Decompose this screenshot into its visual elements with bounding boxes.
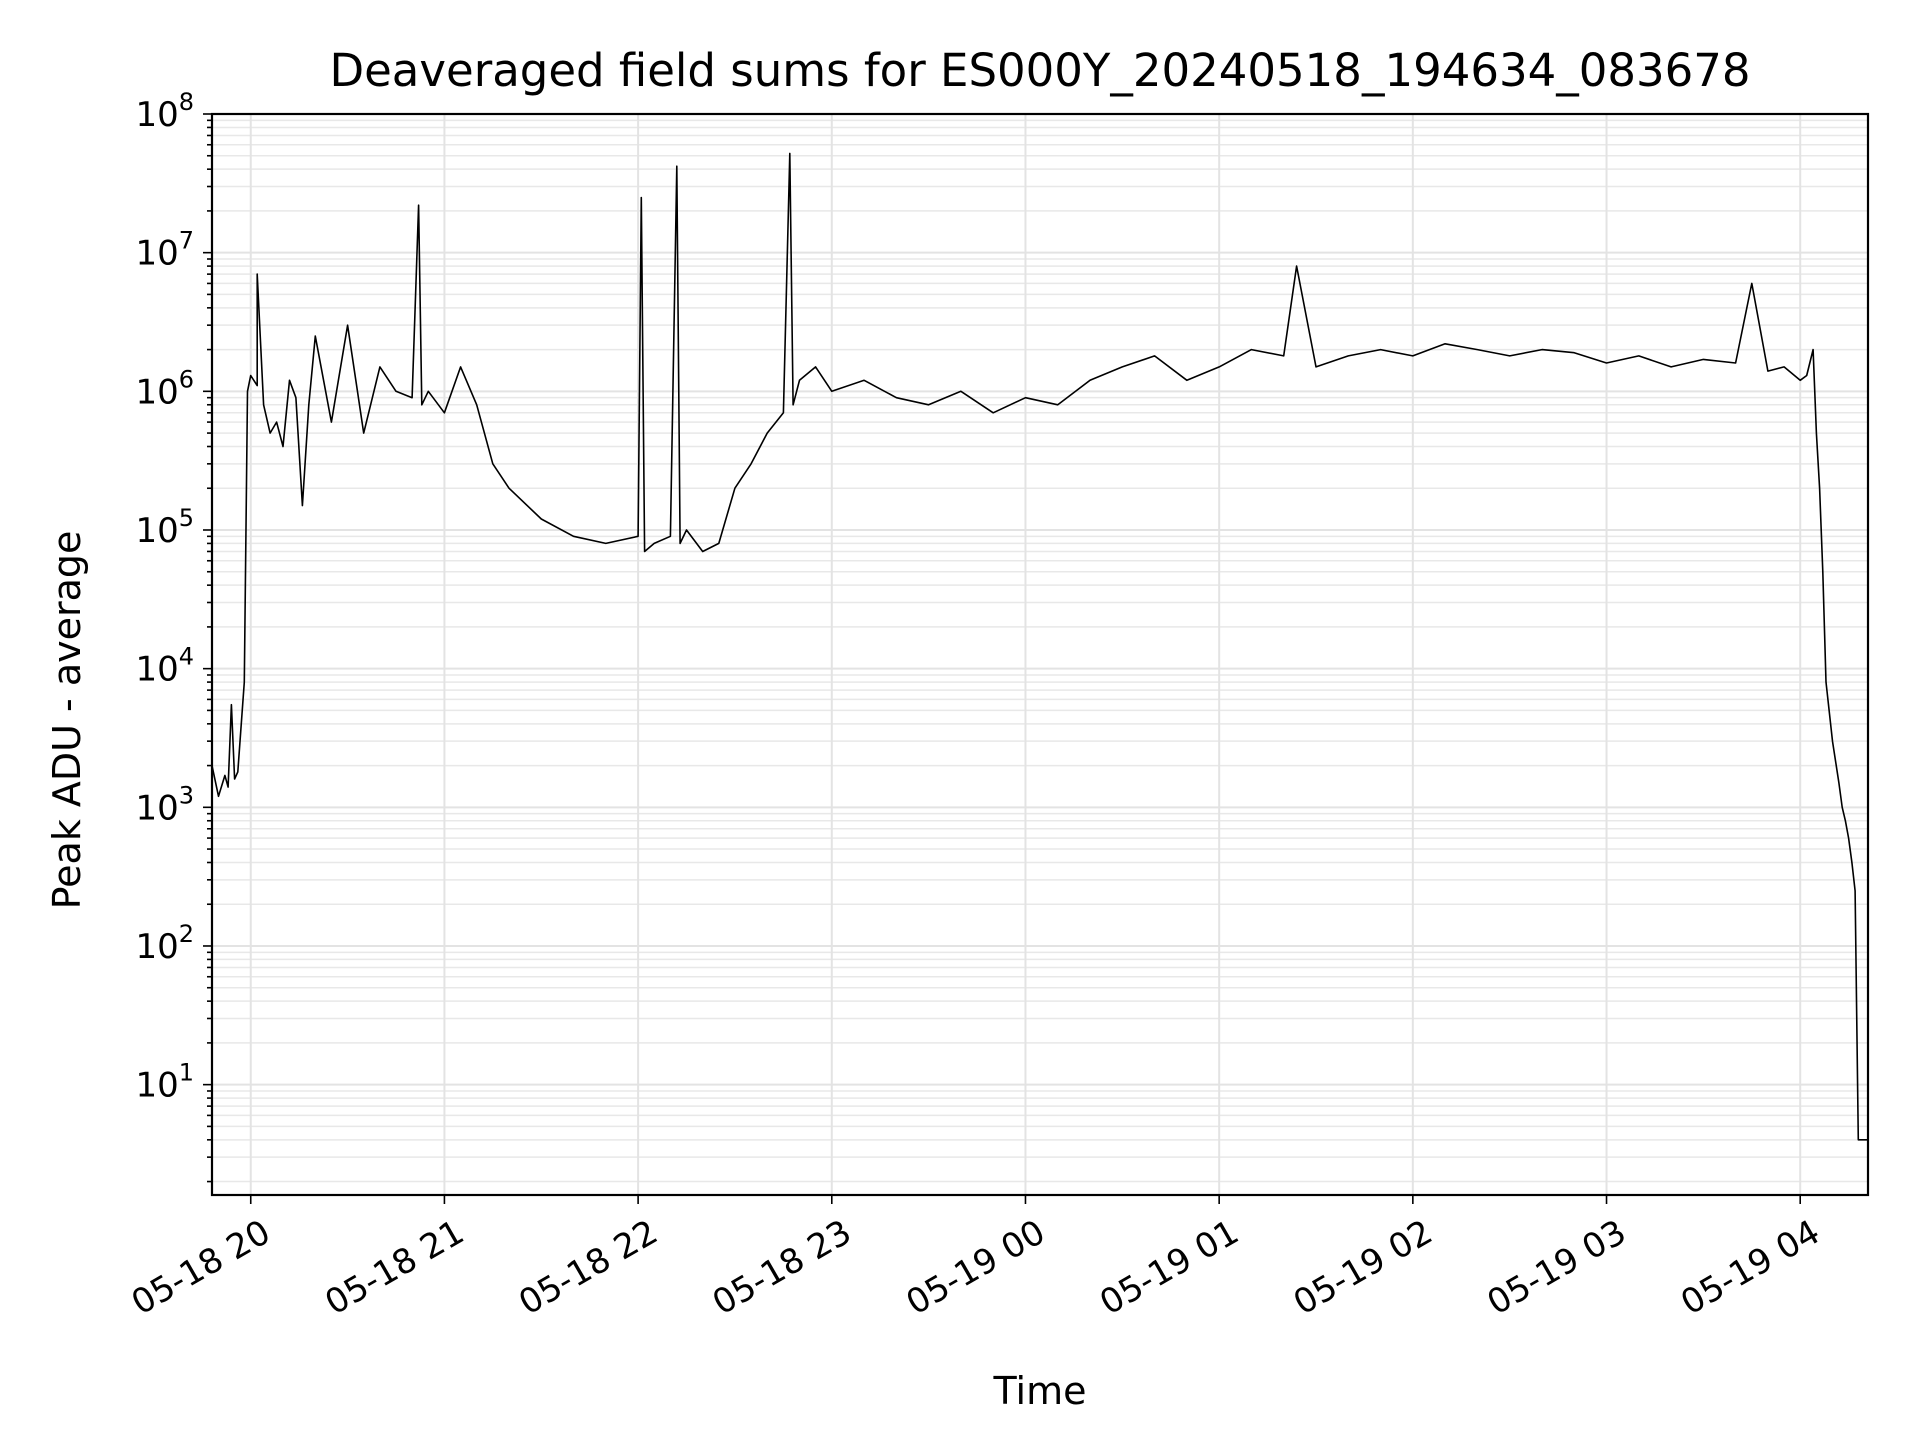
y-tick-label: 103 [135, 781, 194, 828]
grid [212, 113, 1868, 1195]
plot-frame [210, 112, 1870, 1197]
series-line [211, 152, 1868, 1141]
y-tick-label: 101 [135, 1059, 194, 1106]
y-tick-label: 105 [135, 504, 194, 551]
y-axis-label: Peak ADU - average [45, 531, 89, 910]
x-axis-label: Time [993, 1369, 1087, 1413]
data-series [211, 152, 1868, 1141]
y-tick-label: 106 [135, 365, 194, 412]
y-tick-label: 107 [135, 227, 194, 274]
y-tick-label: 104 [135, 643, 194, 690]
y-tick-label: 102 [135, 920, 194, 967]
y-tick-label: 108 [135, 88, 194, 135]
chart-title: Deaveraged field sums for ES000Y_2024051… [329, 44, 1750, 97]
